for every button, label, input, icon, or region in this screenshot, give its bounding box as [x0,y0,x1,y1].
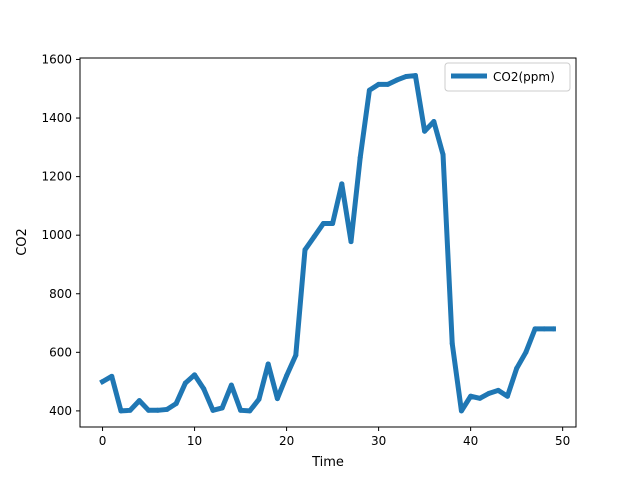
data-point [127,407,133,413]
axis-ticks: 0 10 20 30 40 50 400 600 800 1000 1200 1400 1600 [41,52,570,448]
x-axis-label: Time [311,455,344,470]
data-point [422,128,428,134]
data-point [339,181,345,187]
data-point [348,239,354,245]
data-point [330,220,336,226]
y-tick-label: 800 [49,287,72,301]
plot-area [99,73,556,414]
data-point [173,401,179,407]
data-point [182,380,188,386]
data-point [394,77,400,83]
x-tick-label: 0 [99,434,107,448]
data-point [136,398,142,404]
data-point [385,81,391,87]
data-point [320,220,326,226]
data-point [256,396,262,402]
y-tick-label: 1600 [41,52,72,66]
data-point [302,247,308,253]
y-tick-label: 1400 [41,111,72,125]
data-point [293,352,299,358]
data-point [118,408,124,414]
data-point [495,387,501,393]
data-point [247,408,253,414]
data-point [431,119,437,125]
y-tick-label: 400 [49,404,72,418]
data-point [440,152,446,158]
axes-frame [79,57,577,428]
y-tick-label: 1000 [41,228,72,242]
data-point [164,406,170,412]
x-tick-label: 30 [371,434,386,448]
data-point [458,408,464,414]
data-point [514,365,520,371]
legend-label: CO2(ppm) [493,70,555,84]
data-point [238,407,244,413]
data-point [201,386,207,392]
data-point [100,379,106,385]
data-point [532,326,538,332]
data-point [219,405,225,411]
x-tick-label: 50 [555,434,570,448]
data-point [366,87,372,93]
data-point [228,382,234,388]
x-tick-label: 10 [187,434,202,448]
data-point [274,396,280,402]
data-point [357,155,363,161]
data-point [468,393,474,399]
data-point [311,234,317,240]
data-point [504,393,510,399]
y-axis-label: CO2 [15,228,30,256]
data-point [146,407,152,413]
data-point [541,326,547,332]
data-point [192,372,198,378]
data-point [550,326,556,332]
x-tick-label: 40 [463,434,478,448]
x-tick-label: 20 [279,434,294,448]
data-point [376,81,382,87]
y-tick-label: 1200 [41,170,72,184]
data-point [477,395,483,401]
legend-box [444,62,571,92]
data-point [155,407,161,413]
data-point [449,341,455,347]
data-point [523,349,529,355]
data-point [210,407,216,413]
data-point [412,73,418,79]
data-point [486,390,492,396]
legend: CO2(ppm) [444,62,571,92]
data-point [265,361,271,367]
data-point [284,373,290,379]
data-point [109,373,115,379]
data-point [403,73,409,79]
y-tick-label: 600 [49,345,72,359]
